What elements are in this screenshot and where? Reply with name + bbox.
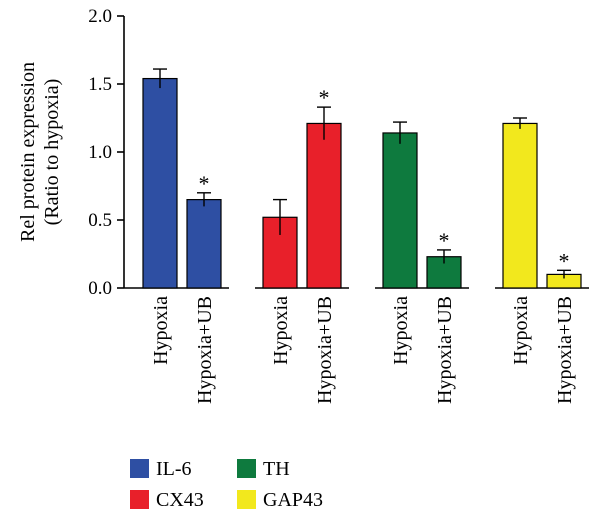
legend-swatch bbox=[130, 459, 149, 478]
x-category-label: Hypoxia+UB bbox=[194, 296, 216, 404]
x-category-label: Hypoxia+UB bbox=[314, 296, 336, 404]
legend-swatch bbox=[237, 459, 256, 478]
x-category-label: Hypoxia bbox=[390, 296, 412, 365]
bar bbox=[186, 199, 222, 289]
legend-swatch bbox=[237, 490, 256, 509]
y-axis-label-line-1: Rel protein expression bbox=[17, 62, 39, 242]
y-tick-label: 1.5 bbox=[88, 74, 112, 95]
x-category-label: Hypoxia bbox=[510, 296, 532, 365]
bar bbox=[382, 132, 418, 289]
significance-marker: * bbox=[559, 248, 570, 273]
y-axis-label: Rel protein expression (Ratio to hypoxia… bbox=[17, 62, 63, 242]
x-category-label: Hypoxia bbox=[150, 296, 172, 365]
x-category-label: Hypoxia bbox=[270, 296, 292, 365]
legend-label: TH bbox=[263, 458, 290, 480]
significance-marker: * bbox=[319, 85, 330, 110]
x-category-label: Hypoxia+UB bbox=[554, 296, 576, 404]
y-tick-label: 0.0 bbox=[88, 278, 112, 299]
legend: IL-6 TH CX43 GAP43 bbox=[130, 458, 323, 511]
legend-label: GAP43 bbox=[263, 489, 323, 511]
legend-swatch bbox=[130, 490, 149, 509]
legend-label: CX43 bbox=[156, 489, 204, 511]
x-category-label: Hypoxia+UB bbox=[434, 296, 456, 404]
y-tick-label: 2.0 bbox=[88, 6, 112, 27]
significance-marker: * bbox=[199, 171, 210, 196]
significance-marker: * bbox=[439, 228, 450, 253]
bar bbox=[502, 122, 538, 289]
y-axis: 0.0 0.5 1.0 1.5 2.0 bbox=[88, 6, 125, 299]
bar bbox=[306, 122, 342, 289]
legend-label: IL-6 bbox=[156, 458, 192, 480]
bar bbox=[262, 216, 298, 289]
bar bbox=[142, 77, 178, 289]
y-tick-label: 1.0 bbox=[88, 142, 112, 163]
bars: * * * * bbox=[142, 68, 582, 289]
category-labels: Hypoxia Hypoxia+UB Hypoxia Hypoxia+UB Hypoxi… bbox=[150, 296, 576, 404]
y-tick-label: 0.5 bbox=[88, 210, 112, 231]
y-axis-label-line-2: (Ratio to hypoxia) bbox=[41, 79, 63, 226]
